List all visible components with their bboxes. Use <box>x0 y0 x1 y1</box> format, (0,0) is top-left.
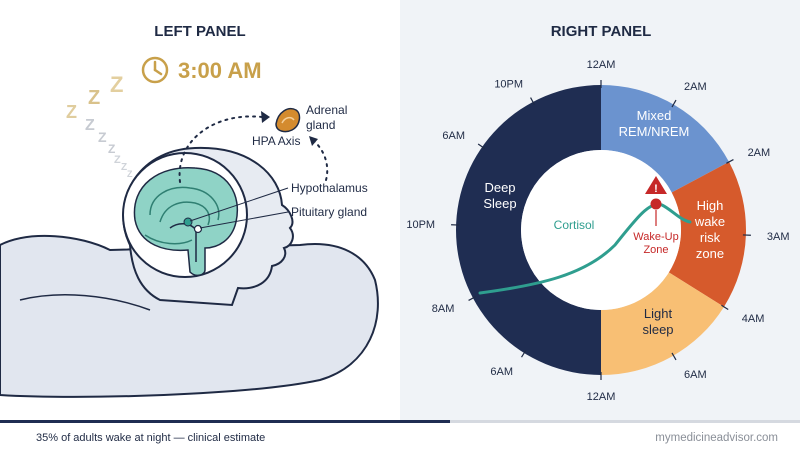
light-sleep-label-line1: Light <box>644 306 673 321</box>
pituitary-marker <box>193 224 203 234</box>
footer-progress-track <box>450 420 800 423</box>
pillow <box>0 235 379 398</box>
pituitary-leader <box>199 211 289 229</box>
clock-tick-label: 6AM <box>442 130 465 142</box>
pituitary-label: Pituitary gland <box>291 205 367 219</box>
clock-tick-mark <box>530 97 535 105</box>
mixed-label-line1: Mixed <box>637 108 672 123</box>
clock-tick-label: 12AM <box>587 59 616 71</box>
cortisol-label: Cortisol <box>554 218 595 232</box>
z-letter: Z <box>88 87 100 109</box>
clock-tick-label: 2AM <box>684 81 707 93</box>
right-panel-title: RIGHT PANEL <box>551 23 652 40</box>
high-risk-label-line2: wake <box>694 214 725 229</box>
mixed-rem-nrem-segment <box>601 85 730 193</box>
hypothalamus-marker <box>183 217 193 227</box>
brain-illustration <box>122 152 248 278</box>
z-letter: Z <box>85 117 95 134</box>
adrenal-label-line2: gland <box>306 118 335 132</box>
hypothalamus-label: Hypothalamus <box>291 181 368 195</box>
clock-tick-mark <box>721 304 729 310</box>
clock-tick-mark <box>468 296 476 301</box>
clock-ticks: 12AM 2AM 2AM 3AM 4AM 6AM 12AM 6AM 8AM 10PM 6AM 10PM <box>406 59 789 403</box>
footer-bar <box>0 420 800 450</box>
clock-tick-label: 2AM <box>748 147 771 159</box>
z-letter: Z <box>98 129 107 145</box>
hpa-arrowhead-up <box>261 111 270 123</box>
hpa-arrow-down <box>313 140 329 181</box>
warning-triangle-icon <box>645 176 667 194</box>
left-panel-title: LEFT PANEL <box>154 23 245 40</box>
clock-tick-mark <box>671 352 677 361</box>
high-risk-label-line3: risk <box>700 230 721 245</box>
clock-tick-mark <box>521 350 527 358</box>
clock-icon <box>141 56 169 84</box>
high-risk-label-line1: High <box>697 198 724 213</box>
pillow-fold <box>19 294 151 311</box>
warning-mark: ! <box>654 183 658 195</box>
deep-sleep-segment <box>456 85 601 375</box>
clock-tick-label: 8AM <box>432 303 455 315</box>
clock-tick-label: 6AM <box>490 366 513 378</box>
z-letter: Z <box>108 142 115 156</box>
hypothalamus-leader <box>189 187 289 222</box>
z-letter: Z <box>110 72 123 97</box>
time-label: 3:00 AM <box>178 58 262 83</box>
z-letter: Z <box>66 102 77 122</box>
light-sleep-segment <box>601 272 724 375</box>
sleep-cycle-ring <box>456 85 746 375</box>
high-risk-label-line4: zone <box>696 246 724 261</box>
wake-up-point <box>650 198 662 210</box>
deep-sleep-label-line2: Sleep <box>483 196 516 211</box>
clock-tick-label: 4AM <box>742 313 765 325</box>
adrenal-gland-highlight <box>281 116 295 124</box>
hpa-arrow-up <box>178 115 263 183</box>
clock-tick-mark <box>477 143 486 150</box>
clock-tick-mark <box>671 99 677 108</box>
wake-up-label-line1: Wake-Up <box>633 231 678 243</box>
ring-inner-circle <box>521 150 681 310</box>
z-letter: Z <box>114 154 121 166</box>
cortisol-curve <box>478 202 692 295</box>
wake-up-label-line2: Zone <box>643 244 668 256</box>
footer-progress-accent <box>0 420 450 423</box>
clock-tick-label: 10PM <box>494 78 523 90</box>
adrenal-label-line1: Adrenal <box>306 103 347 117</box>
clock-tick-label: 6AM <box>684 369 707 381</box>
clock-tick-mark <box>726 159 734 164</box>
sleep-z-letters: Z Z Z Z Z Z Z Z Z <box>66 72 133 179</box>
footer-caption: 35% of adults wake at night — clinical e… <box>36 432 265 444</box>
mixed-label-line2: REM/NREM <box>619 124 690 139</box>
clock-tick-label: 12AM <box>587 391 616 403</box>
deep-sleep-label-line1: Deep <box>484 180 515 195</box>
light-sleep-label-line2: sleep <box>642 322 673 337</box>
clock-tick-label: 10PM <box>406 219 435 231</box>
adrenal-gland-icon <box>275 108 301 133</box>
z-letter: Z <box>121 162 127 173</box>
hpa-axis-label: HPA Axis <box>252 134 300 148</box>
z-letter: Z <box>127 169 133 179</box>
clock-tick-label: 3AM <box>767 231 790 243</box>
footer-brand: mymedicineadvisor.com <box>655 432 778 444</box>
high-wake-risk-segment <box>668 161 746 307</box>
hpa-arrowhead-down <box>309 136 318 146</box>
